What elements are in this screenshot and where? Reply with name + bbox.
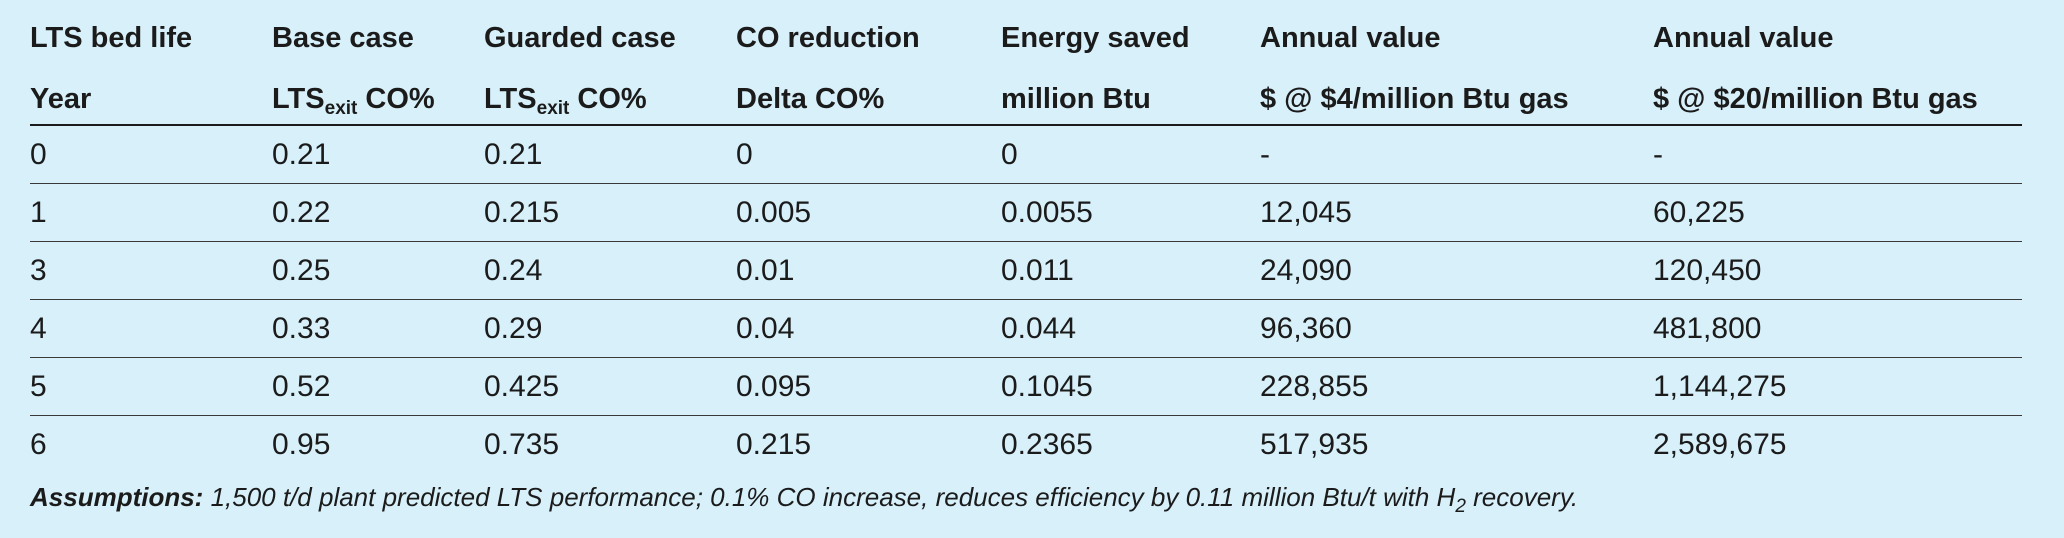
cell-energy-saved: 0.1045	[1001, 369, 1093, 403]
assumptions-text: 1,500 t/d plant predicted LTS performanc…	[203, 482, 1456, 512]
cell-energy-saved: 0.2365	[1001, 427, 1093, 461]
cell-year: 6	[30, 427, 47, 461]
assumptions-note: Assumptions: 1,500 t/d plant predicted L…	[30, 482, 1579, 516]
cell-guarded-case: 0.21	[484, 137, 543, 171]
assumptions-label: Assumptions:	[30, 482, 204, 512]
cell-energy-saved: 0.0055	[1001, 195, 1093, 229]
header-annual-value-4: Annual value	[1260, 21, 1441, 54]
subheader-delta-co: Delta CO%	[736, 74, 1001, 125]
cell-base-case: 0.25	[272, 253, 331, 287]
cell-energy-saved: 0.011	[1001, 253, 1074, 287]
cell-base-case: 0.95	[272, 427, 331, 461]
cell-year: 3	[30, 253, 47, 287]
header-guarded-case: Guarded case	[484, 21, 676, 54]
cell-delta-co: 0.005	[736, 195, 812, 229]
cell-annual-value-20: 120,450	[1653, 253, 1762, 287]
cell-guarded-case: 0.215	[484, 195, 560, 229]
header-row-2: Year LTSexit CO% LTSexit CO% Delta CO% m…	[30, 74, 2022, 125]
cell-base-case: 0.22	[272, 195, 331, 229]
subheader-base-exit-subscript: exit	[324, 97, 358, 119]
cell-base-case: 0.33	[272, 311, 331, 345]
subheader-year: Year	[30, 74, 272, 125]
cell-base-case: 0.21	[272, 137, 331, 171]
cell-annual-value-20: 2,589,675	[1653, 427, 1787, 461]
cell-annual-value-4: 228,855	[1260, 369, 1369, 403]
cell-guarded-case: 0.425	[484, 369, 560, 403]
cell-annual-value-20: -	[1653, 137, 1663, 171]
header-co-reduction: CO reduction	[736, 21, 920, 54]
cell-guarded-case: 0.24	[484, 253, 543, 287]
table-row: 1 0.22 0.215 0.005 0.0055 12,045 60,225	[30, 184, 2022, 242]
header-annual-value-20: Annual value	[1653, 21, 1834, 54]
table-row: 6 0.95 0.735 0.215 0.2365 517,935 2,589,…	[30, 416, 2022, 474]
header-lts-bed-life: LTS bed life	[30, 21, 193, 54]
subheader-4-dollar-gas: $ @ $4/million Btu gas	[1260, 74, 1653, 125]
subheader-year-text: Year	[30, 82, 92, 115]
table-header: LTS bed life Base case Guarded case CO r…	[30, 0, 2022, 125]
subheader-guarded-co-text: CO%	[569, 82, 647, 115]
subheader-base-lts-exit: LTSexit CO%	[272, 74, 484, 125]
assumptions-text-end: recovery.	[1465, 482, 1579, 512]
cell-delta-co: 0.04	[736, 311, 795, 345]
cell-annual-value-4: 12,045	[1260, 195, 1352, 229]
cell-annual-value-4: 24,090	[1260, 253, 1352, 287]
table-row: 3 0.25 0.24 0.01 0.011 24,090 120,450	[30, 242, 2022, 300]
subheader-20-dollar-gas-text: $ @ $20/million Btu gas	[1653, 82, 1978, 115]
subheader-million-btu-text: million Btu	[1001, 82, 1151, 115]
cell-year: 0	[30, 137, 47, 171]
data-table-container: LTS bed life Base case Guarded case CO r…	[30, 0, 2022, 473]
lts-bed-life-table: LTS bed life Base case Guarded case CO r…	[30, 0, 2022, 473]
cell-annual-value-20: 1,144,275	[1653, 369, 1787, 403]
cell-annual-value-20: 481,800	[1653, 311, 1762, 345]
header-energy-saved: Energy saved	[1001, 21, 1190, 54]
header-row-1: LTS bed life Base case Guarded case CO r…	[30, 0, 2022, 74]
cell-annual-value-20: 60,225	[1653, 195, 1745, 229]
cell-annual-value-4: -	[1260, 137, 1270, 171]
h2-subscript: 2	[1455, 496, 1466, 517]
cell-energy-saved: 0.044	[1001, 311, 1077, 345]
cell-base-case: 0.52	[272, 369, 331, 403]
cell-delta-co: 0.095	[736, 369, 812, 403]
subheader-20-dollar-gas: $ @ $20/million Btu gas	[1653, 74, 2022, 125]
subheader-guarded-lts-exit: LTSexit CO%	[484, 74, 736, 125]
subheader-base-lts-text: LTS	[272, 82, 325, 115]
subheader-delta-co-text: Delta CO%	[736, 82, 885, 115]
cell-annual-value-4: 96,360	[1260, 311, 1352, 345]
table-row: 5 0.52 0.425 0.095 0.1045 228,855 1,144,…	[30, 358, 2022, 416]
cell-delta-co: 0.215	[736, 427, 812, 461]
cell-delta-co: 0.01	[736, 253, 795, 287]
table-row: 0 0.21 0.21 0 0 - -	[30, 125, 2022, 184]
table-row: 4 0.33 0.29 0.04 0.044 96,360 481,800	[30, 300, 2022, 358]
cell-energy-saved: 0	[1001, 137, 1018, 171]
cell-annual-value-4: 517,935	[1260, 427, 1369, 461]
cell-year: 4	[30, 311, 47, 345]
subheader-million-btu: million Btu	[1001, 74, 1260, 125]
cell-guarded-case: 0.29	[484, 311, 543, 345]
subheader-base-co-text: CO%	[357, 82, 435, 115]
subheader-guarded-exit-subscript: exit	[536, 97, 570, 119]
header-base-case: Base case	[272, 21, 414, 54]
cell-guarded-case: 0.735	[484, 427, 560, 461]
table-body: 0 0.21 0.21 0 0 - - 1 0.22 0.215 0.005 0…	[30, 125, 2022, 473]
subheader-4-dollar-gas-text: $ @ $4/million Btu gas	[1260, 82, 1569, 115]
cell-year: 1	[30, 195, 47, 229]
cell-delta-co: 0	[736, 137, 753, 171]
subheader-guarded-lts-text: LTS	[484, 82, 537, 115]
cell-year: 5	[30, 369, 47, 403]
